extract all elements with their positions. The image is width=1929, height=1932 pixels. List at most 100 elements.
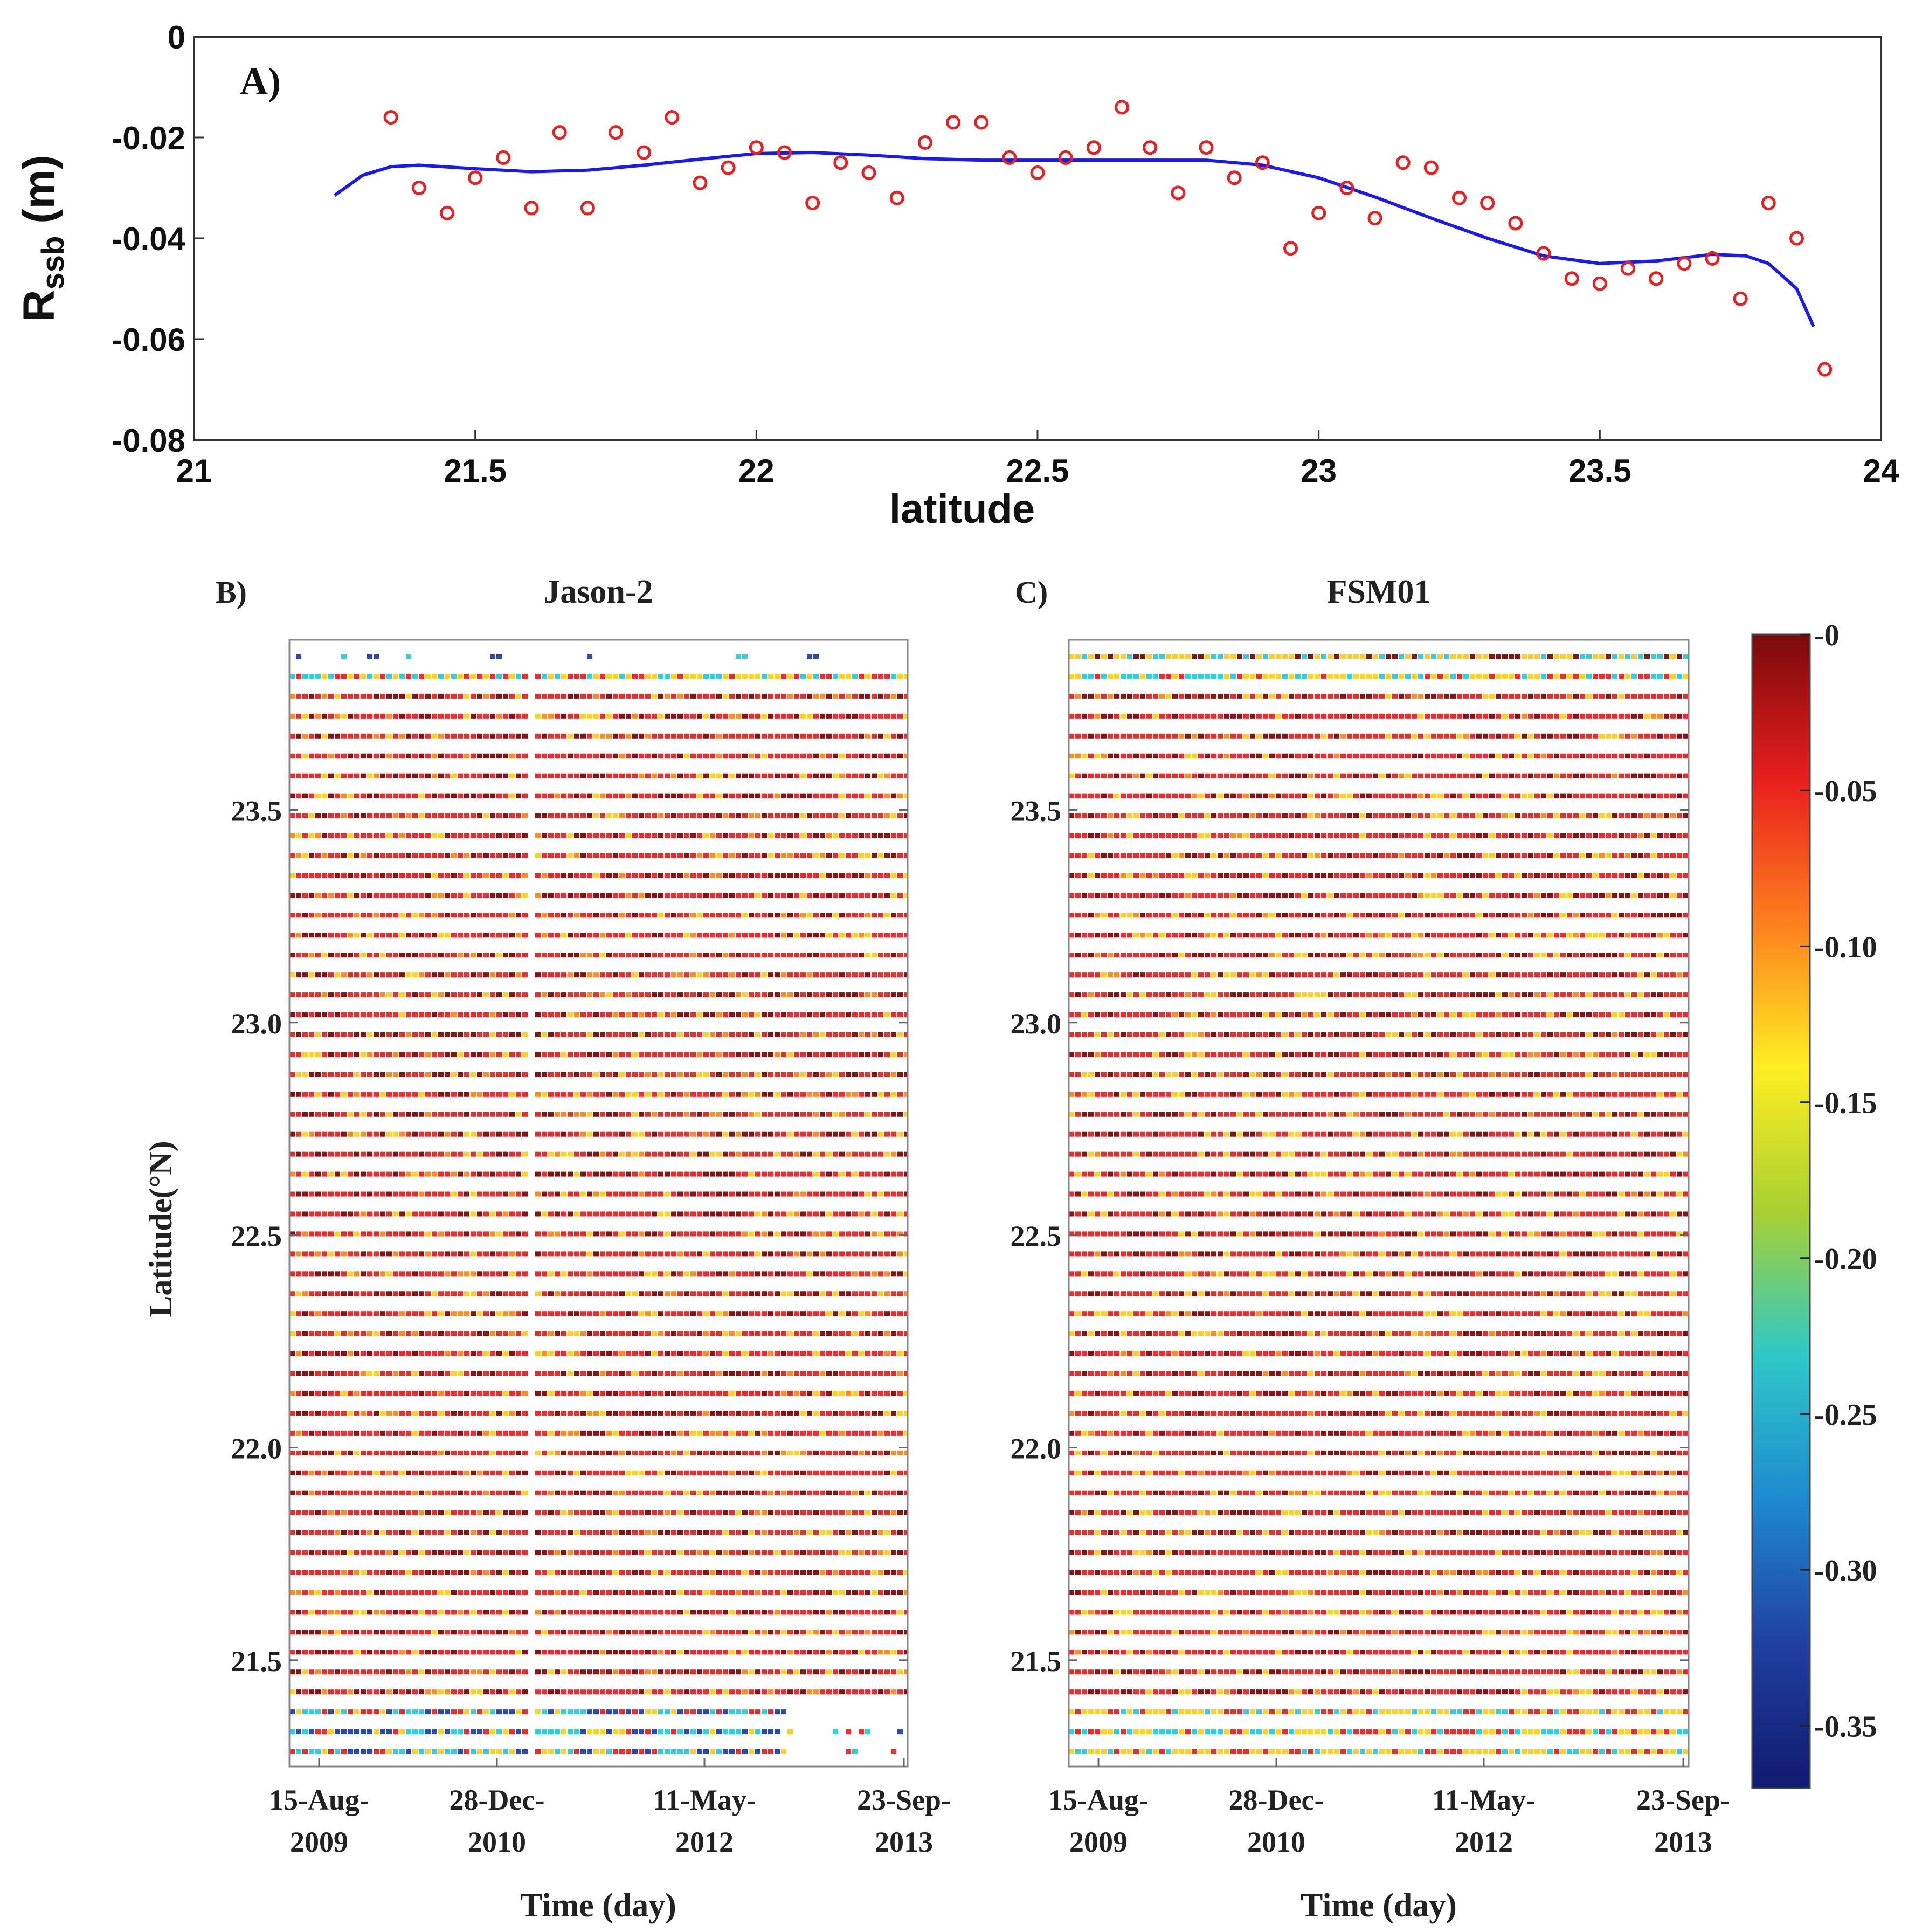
heatmap-cell — [471, 1650, 476, 1655]
heatmap-cell — [341, 1550, 347, 1555]
heatmap-cell — [684, 1052, 689, 1057]
heatmap-cell — [367, 1092, 372, 1097]
heatmap-cell — [451, 1689, 457, 1695]
heatmap-cell — [833, 1610, 838, 1615]
heatmap-cell — [626, 1231, 631, 1237]
heatmap-cell — [897, 1510, 903, 1515]
heatmap-cell — [412, 853, 418, 858]
heatmap-cell — [516, 833, 521, 838]
heatmap-cell — [496, 1191, 502, 1197]
heatmap-cell — [315, 1012, 321, 1018]
heatmap-cell — [361, 1131, 366, 1137]
heatmap-cell — [710, 972, 715, 978]
heatmap-cell — [471, 1689, 476, 1695]
heatmap-cell — [684, 1550, 689, 1555]
heatmap-cell — [684, 1610, 689, 1615]
heatmap-cell — [522, 1590, 528, 1595]
heatmap-cell — [477, 1490, 482, 1495]
heatmap-cell — [309, 1092, 314, 1097]
heatmap-cell — [535, 1390, 541, 1396]
heatmap-cell — [729, 1012, 735, 1018]
heatmap-cell — [302, 1450, 308, 1455]
data-point — [440, 205, 454, 220]
heatmap-cell — [671, 1012, 676, 1018]
heatmap-cell — [645, 793, 651, 798]
heatmap-cell — [445, 1371, 450, 1376]
heatmap-cell — [451, 1610, 457, 1615]
heatmap-cell — [665, 972, 670, 978]
heatmap-cell — [315, 713, 321, 719]
heatmap-cell — [619, 1151, 625, 1157]
heatmap-cell — [665, 1510, 670, 1515]
heatmap-cell — [464, 1490, 469, 1495]
heatmap-cell — [464, 1171, 469, 1177]
heatmap-cell — [742, 873, 748, 878]
heatmap-cell — [296, 673, 301, 679]
data-point — [1255, 155, 1270, 170]
heatmap-cell — [723, 813, 728, 818]
heatmap-cell — [380, 1131, 385, 1137]
heatmap-cell — [315, 1570, 321, 1575]
heatmap-cell — [367, 1650, 372, 1655]
heatmap-cell — [328, 1092, 334, 1097]
heatmap-cell — [587, 1191, 592, 1197]
heatmap-cell — [839, 793, 845, 798]
heatmap-cell — [574, 913, 579, 918]
heatmap-cell — [542, 1331, 547, 1336]
heatmap-cell — [289, 673, 295, 679]
heatmap-cell — [787, 1390, 793, 1396]
heatmap-cell — [593, 753, 599, 758]
heatmap-cell — [406, 1131, 411, 1137]
heatmap-cell — [749, 1610, 754, 1615]
heatmap-cell — [496, 1351, 502, 1356]
heatmap-cell — [587, 1650, 592, 1655]
heatmap-cell — [884, 933, 890, 938]
heatmap-cell — [348, 833, 353, 838]
heatmap-cell — [574, 972, 579, 978]
heatmap-cell — [419, 853, 424, 858]
heatmap-cell — [820, 813, 825, 818]
heatmap-cell — [800, 1072, 806, 1077]
heatmap-cell — [471, 713, 476, 719]
heatmap-cell — [755, 1032, 760, 1037]
heatmap-cell — [496, 833, 502, 838]
heatmap-cell — [309, 1430, 314, 1436]
heatmap-cell — [872, 873, 877, 878]
heatmap-cell — [846, 1351, 851, 1356]
heatmap-cell — [897, 1570, 903, 1575]
heatmap-cell — [445, 1072, 450, 1077]
heatmap-cell — [859, 1231, 864, 1237]
heatmap-cell — [859, 1112, 864, 1117]
heatmap-cell — [846, 713, 851, 719]
heatmap-cell — [904, 1590, 908, 1595]
heatmap-cell — [613, 893, 618, 898]
heatmap-cell — [833, 733, 838, 739]
heatmap-cell — [846, 1191, 851, 1197]
heatmap-cell — [755, 713, 760, 719]
heatmap-cell — [309, 1530, 314, 1535]
heatmap-cell — [542, 1371, 547, 1376]
heatmap-cell — [483, 1570, 489, 1575]
heatmap-cell — [458, 1211, 463, 1217]
heatmap-cell — [477, 1510, 482, 1515]
heatmap-cell — [522, 673, 528, 679]
heatmap-cell — [736, 1231, 741, 1237]
heatmap-cell — [833, 1669, 838, 1675]
heatmap-cell — [458, 1151, 463, 1157]
heatmap-cell — [483, 1630, 489, 1635]
heatmap-cell — [341, 1610, 347, 1615]
heatmap-cell — [458, 1470, 463, 1475]
heatmap-cell — [464, 1371, 469, 1376]
heatmap-cell — [483, 1311, 489, 1316]
heatmap-cell — [516, 1510, 521, 1515]
heatmap-cell — [787, 1570, 793, 1575]
heatmap-cell — [315, 913, 321, 918]
heatmap-cell — [535, 1271, 541, 1276]
scatter-points — [383, 100, 1833, 377]
heatmap-cell — [619, 793, 625, 798]
heatmap-cell — [878, 793, 883, 798]
heatmap-cell — [749, 1351, 754, 1356]
heatmap-cell — [464, 1390, 469, 1396]
heatmap-cell — [451, 1470, 457, 1475]
heatmap-cell — [626, 693, 631, 699]
